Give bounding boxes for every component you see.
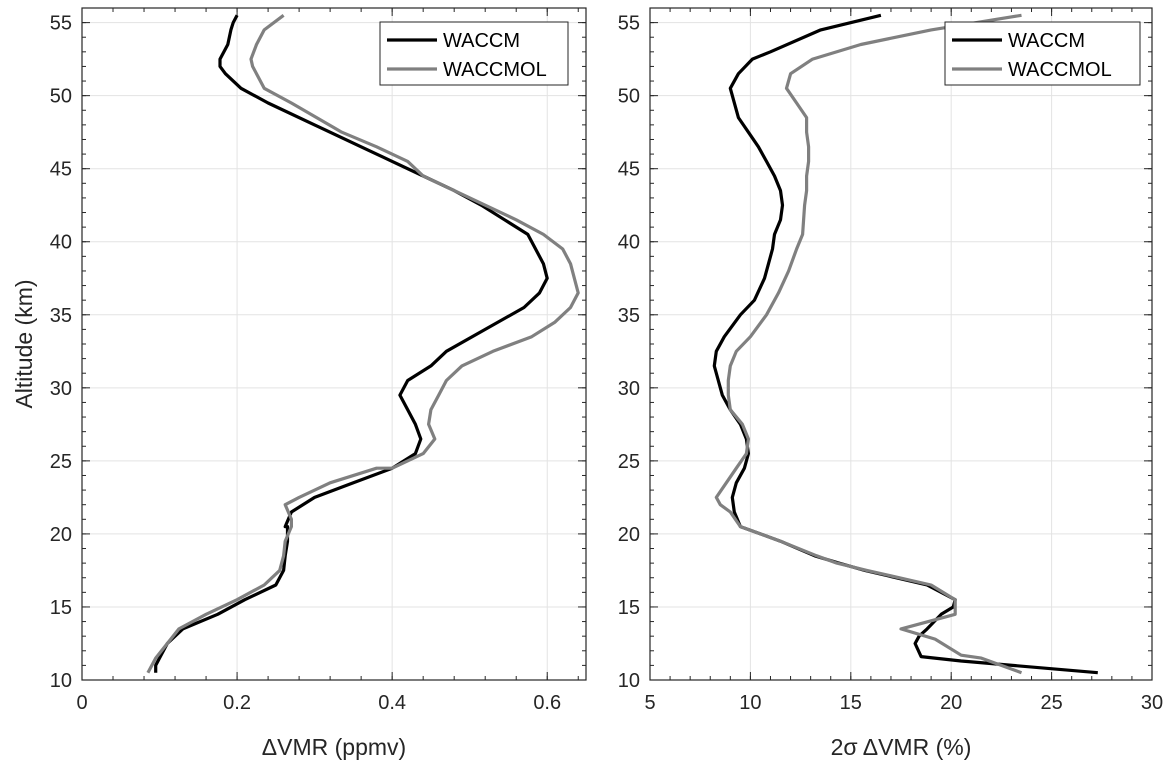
y-tick-label: 45 [50, 159, 72, 181]
y-tick-label: 45 [618, 159, 640, 181]
x-tick-label: 15 [840, 692, 862, 714]
y-tick-label: 20 [618, 524, 640, 546]
axes-box [649, 7, 1153, 681]
right-panel: 5 10 15 20 25 3010152025303540455055WACCMWACC… [618, 7, 1163, 760]
legend-label: WACCM [1008, 30, 1085, 52]
y-tick-label: 35 [50, 305, 72, 327]
series-line-waccmol [714, 13, 1023, 675]
x-tick-label: 0.6 [533, 692, 561, 714]
y-tick-label: 10 [50, 670, 72, 692]
y-tick-label: 15 [618, 597, 640, 619]
axes-box [81, 7, 587, 681]
x-tick-label: 30 [1141, 692, 1163, 714]
y-tick-label: 40 [618, 232, 640, 254]
y-tick-label: 25 [50, 451, 72, 473]
y-tick-label: 30 [50, 378, 72, 400]
y-tick-label: 15 [50, 597, 72, 619]
y-tick-label: 55 [618, 13, 640, 35]
y-tick-label: 10 [618, 670, 640, 692]
x-axis-label: 2σ ΔVMR (%) [831, 734, 972, 760]
y-tick-label: 25 [618, 451, 640, 473]
series-line-waccmol [146, 14, 580, 674]
x-axis-label: ΔVMR (ppmv) [262, 734, 406, 760]
plot-area [650, 8, 1152, 680]
y-tick-label: 50 [618, 86, 640, 108]
x-tick-label: 0.4 [378, 692, 406, 714]
legend-label: WACCMOL [1008, 59, 1112, 81]
x-tick-label: 10 [739, 692, 761, 714]
y-tick-label: 55 [50, 13, 72, 35]
x-tick-label: 20 [940, 692, 962, 714]
y-axis-label: Altitude (km) [11, 279, 37, 408]
left-panel: 0 0.2 0.4 0.6 10 15 20 25 30 35 40 45 50 55 WACCM WACCM… [11, 7, 587, 760]
y-tick-label: 20 [50, 524, 72, 546]
x-tick-label: 0 [76, 692, 87, 714]
x-tick-label: 25 [1040, 692, 1062, 714]
y-tick-label: 40 [50, 232, 72, 254]
y-tick-label: 50 [50, 86, 72, 108]
legend-label: WACCM [443, 30, 520, 52]
legend-box [944, 21, 1141, 86]
x-tick-label: 5 [644, 692, 655, 714]
y-tick-label: 35 [618, 305, 640, 327]
legend-box [379, 21, 569, 86]
y-tick-label: 30 [618, 378, 640, 400]
legend-label: WACCMOL [443, 59, 547, 81]
plot-area [82, 8, 586, 680]
x-tick-label: 0.2 [223, 692, 251, 714]
series-line-waccm [154, 14, 549, 673]
